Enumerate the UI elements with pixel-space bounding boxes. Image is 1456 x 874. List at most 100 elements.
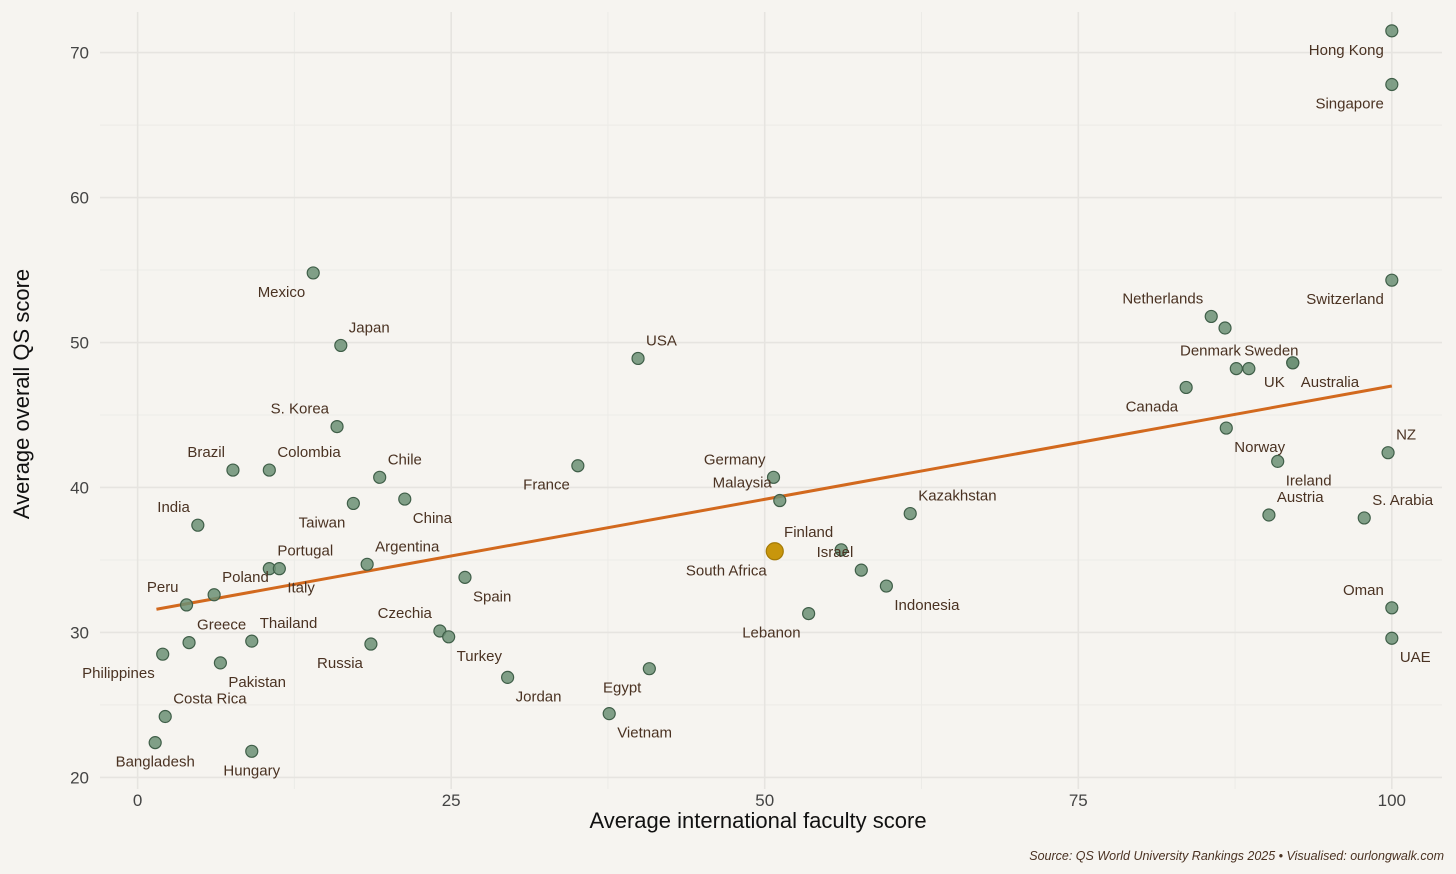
point-label: Lebanon xyxy=(742,625,800,642)
data-point xyxy=(182,635,196,650)
data-point xyxy=(148,736,162,750)
point-label: Portugal xyxy=(277,543,333,560)
point-label: Japan xyxy=(349,319,390,336)
data-point xyxy=(1219,421,1233,435)
data-point xyxy=(213,656,228,670)
data-point xyxy=(226,463,240,477)
data-point xyxy=(879,579,893,593)
point-label: Jordan xyxy=(516,688,562,705)
y-tick-label: 50 xyxy=(70,334,89,353)
point-label: Egypt xyxy=(603,680,642,697)
data-point xyxy=(1218,321,1232,335)
data-point xyxy=(1229,362,1243,376)
point-label: Vietnam xyxy=(617,725,672,742)
data-point xyxy=(1385,273,1399,287)
source-caption: Source: QS World University Rankings 202… xyxy=(1029,849,1444,863)
y-axis-title: Average overall QS score xyxy=(9,269,34,519)
y-tick-label: 40 xyxy=(70,478,89,497)
data-point xyxy=(1204,309,1218,324)
data-point xyxy=(602,707,616,721)
data-point xyxy=(571,459,585,473)
x-tick-label: 100 xyxy=(1378,791,1406,810)
data-point xyxy=(642,662,656,676)
data-point xyxy=(364,637,378,651)
point-label: Italy xyxy=(287,580,315,597)
point-label: S. Arabia xyxy=(1372,492,1434,509)
x-tick-label: 0 xyxy=(133,791,142,810)
axes: 0 25 50 75 100 20 30 40 50 60 70 xyxy=(70,44,1406,810)
data-point xyxy=(245,634,259,648)
data-point xyxy=(1385,601,1399,615)
data-point xyxy=(1385,24,1399,38)
y-tick-label: 20 xyxy=(70,768,89,787)
point-label: France xyxy=(523,477,570,494)
data-point xyxy=(330,419,344,434)
point-label: Poland xyxy=(222,569,269,586)
data-point xyxy=(834,543,848,557)
data-point xyxy=(1262,508,1276,522)
data-point xyxy=(158,709,172,724)
grid xyxy=(100,12,1442,789)
point-label: Ireland xyxy=(1286,472,1332,489)
y-tick-label: 60 xyxy=(70,189,89,208)
data-point xyxy=(245,744,259,758)
point-label: Denmark xyxy=(1180,343,1241,360)
point-label: Czechia xyxy=(378,605,433,622)
data-point xyxy=(191,518,205,532)
point-label: Russia xyxy=(317,655,364,672)
point-label: Greece xyxy=(197,617,246,634)
highlight-point xyxy=(765,542,784,561)
data-point xyxy=(1385,77,1399,92)
point-label: Mexico xyxy=(258,284,306,301)
point-label: Israel xyxy=(817,544,854,561)
point-label: Hungary xyxy=(223,762,280,779)
data-point xyxy=(346,496,360,511)
data-point xyxy=(766,470,781,484)
data-point xyxy=(262,463,276,477)
point-label: Pakistan xyxy=(228,674,286,691)
data-point xyxy=(1242,362,1256,376)
point-label: UAE xyxy=(1400,649,1431,666)
data-point xyxy=(179,598,194,612)
data-point xyxy=(854,563,868,577)
point-label: Colombia xyxy=(277,444,341,461)
data-point xyxy=(802,606,816,621)
point-label: Sweden xyxy=(1244,343,1298,360)
point-label: Brazil xyxy=(187,444,225,461)
data-point xyxy=(631,351,645,366)
point-label: Chile xyxy=(388,451,422,468)
point-label: Philippines xyxy=(82,665,155,682)
point-label: Kazakhstan xyxy=(918,488,996,505)
point-label: Bangladesh xyxy=(116,754,195,771)
data-point xyxy=(458,570,472,584)
point-label: Taiwan xyxy=(299,514,346,531)
point-label: Argentina xyxy=(375,538,440,555)
y-tick-label: 70 xyxy=(70,44,89,63)
data-point xyxy=(207,588,221,602)
x-tick-label: 25 xyxy=(442,791,461,810)
data-point xyxy=(773,493,787,508)
point-label: NZ xyxy=(1396,427,1416,444)
point-label: Costa Rica xyxy=(173,691,247,708)
y-tick-label: 30 xyxy=(70,623,89,642)
data-point xyxy=(334,338,348,353)
point-label: China xyxy=(413,510,453,527)
point-label: Turkey xyxy=(457,648,503,665)
point-label: Singapore xyxy=(1315,95,1383,112)
point-label: Netherlands xyxy=(1122,290,1203,307)
labels-layer: Hong Kong Singapore Switzerland Mexico Japan… xyxy=(82,42,1434,779)
point-label: Canada xyxy=(1126,398,1179,415)
point-label: UK xyxy=(1264,374,1285,391)
point-label: Norway xyxy=(1234,439,1285,456)
data-point xyxy=(360,557,374,571)
x-tick-label: 75 xyxy=(1069,791,1088,810)
data-point xyxy=(272,562,286,576)
point-label: Germany xyxy=(704,451,766,468)
data-point xyxy=(501,670,515,684)
points-layer xyxy=(148,24,1399,758)
point-label: Austria xyxy=(1277,489,1324,506)
x-tick-label: 50 xyxy=(755,791,774,810)
data-point xyxy=(306,266,320,280)
point-label: Thailand xyxy=(260,615,318,632)
data-point xyxy=(156,647,170,661)
